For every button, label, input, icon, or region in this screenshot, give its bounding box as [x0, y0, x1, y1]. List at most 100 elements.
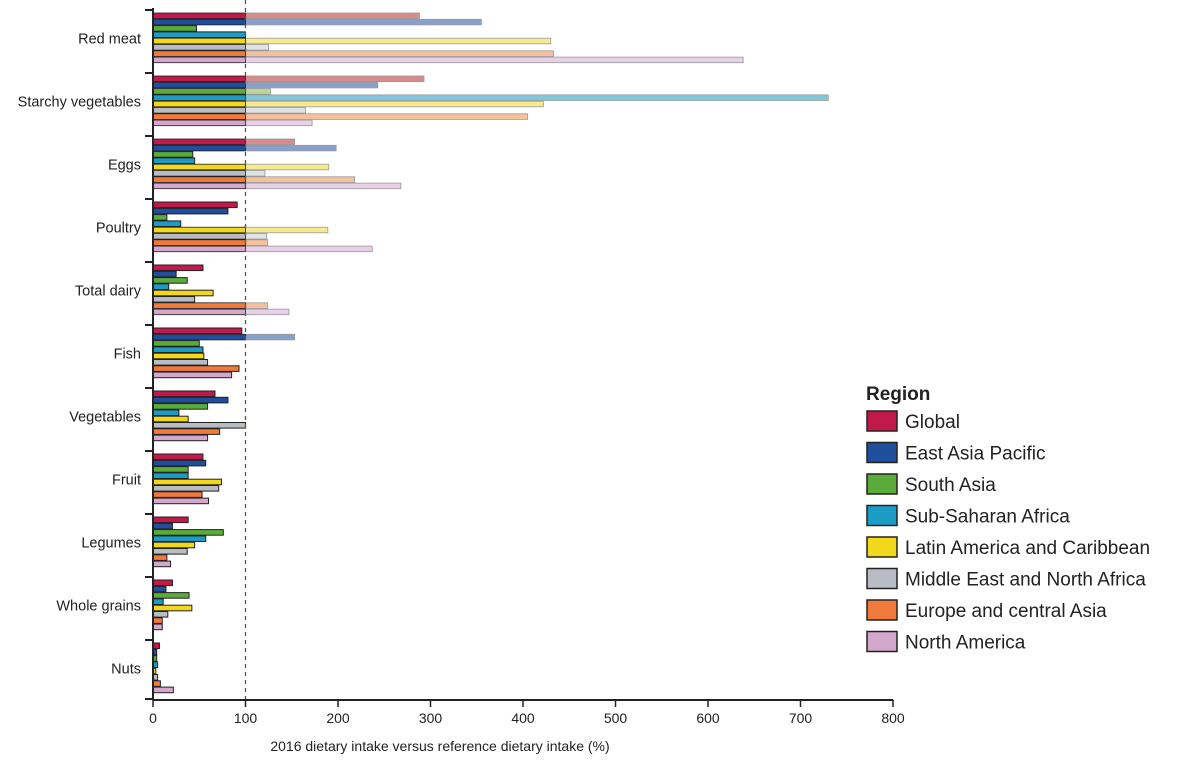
x-tick-label: 700: [789, 710, 813, 726]
bar-0-4: [152, 37, 246, 45]
bar-4-2: [152, 277, 188, 284]
bar-0-2: [152, 25, 197, 32]
bar-7-4: [152, 478, 222, 486]
bar-5-6: [152, 365, 240, 372]
legend-swatch: [866, 567, 898, 590]
bar-5-0: [152, 327, 243, 335]
legend-label: Europe and central Asia: [905, 601, 1107, 622]
bar-8-4: [152, 541, 196, 549]
bar-4-1: [152, 270, 177, 278]
bar-9-0: [152, 579, 173, 587]
bar-4-4: [152, 289, 214, 297]
bar-excess-1-0: [245, 75, 425, 82]
bar-7-2: [152, 466, 189, 473]
bar-6-4: [152, 415, 189, 423]
bar-3-1: [152, 207, 229, 215]
bar-3-6: [152, 239, 246, 246]
legend-swatch: [866, 599, 898, 621]
bar-0-5: [152, 44, 246, 51]
bar-excess-0-7: [245, 56, 744, 64]
bar-1-4: [152, 100, 246, 108]
bar-8-5: [152, 548, 188, 555]
x-tick-label: 600: [696, 710, 720, 726]
bar-7-7: [152, 497, 209, 505]
bar-9-3: [152, 598, 164, 606]
bar-6-5: [152, 422, 246, 429]
bar-8-0: [152, 516, 189, 524]
category-label: Nuts: [111, 662, 141, 678]
bar-0-7: [152, 56, 246, 64]
category-label: Whole grains: [56, 599, 141, 615]
category-label: Fish: [114, 347, 141, 363]
legend-swatch: [866, 630, 898, 653]
legend-title: Region: [866, 384, 930, 405]
bar-excess-1-5: [245, 107, 307, 114]
y-axis: Red meat Starchy vegetables Eggs Poultry Tot…: [18, 8, 154, 700]
bar-4-3: [152, 283, 170, 290]
bar-6-1: [152, 396, 229, 404]
bar-2-2: [152, 151, 194, 158]
category-label: Fruit: [112, 473, 141, 489]
bar-3-7: [152, 245, 246, 253]
x-tick-label: 500: [604, 710, 628, 726]
x-tick-label: 100: [234, 710, 258, 726]
category-label: Eggs: [108, 158, 141, 174]
bar-excess-3-6: [245, 239, 269, 246]
bar-2-0: [152, 138, 246, 145]
legend-label: North America: [905, 633, 1026, 654]
bar-excess-2-1: [245, 144, 337, 152]
bar-excess-1-3: [245, 94, 829, 101]
bar-5-4: [152, 352, 205, 360]
bar-10-6: [152, 680, 161, 687]
bar-5-1: [152, 333, 246, 341]
bar-2-5: [152, 170, 246, 177]
bar-8-1: [152, 522, 173, 530]
bar-5-2: [152, 340, 200, 347]
x-axis-title: 2016 dietary intake versus reference die…: [270, 738, 609, 754]
bar-6-2: [152, 403, 209, 410]
bar-excess-1-6: [245, 113, 529, 120]
bar-3-3: [152, 220, 182, 227]
legend-swatch: [866, 536, 898, 558]
bar-2-7: [152, 182, 246, 190]
bar-3-2: [152, 214, 168, 221]
x-tick-label: 200: [326, 710, 350, 726]
bar-8-2: [152, 529, 224, 536]
bar-4-6: [152, 302, 246, 309]
category-label: Red meat: [78, 32, 141, 48]
bar-1-1: [152, 81, 246, 89]
category-label: Starchy vegetables: [18, 95, 141, 111]
legend-label: South Asia: [905, 475, 996, 496]
bar-8-3: [152, 535, 207, 543]
bar-excess-3-5: [245, 233, 268, 240]
bar-excess-1-2: [245, 88, 271, 95]
legend-label: Global: [905, 412, 960, 433]
bar-9-4: [152, 604, 193, 612]
bar-1-5: [152, 107, 246, 114]
legend-label: East Asia Pacific: [905, 444, 1045, 465]
bar-excess-0-1: [245, 18, 482, 26]
bar-5-3: [152, 346, 204, 353]
category-label: Legumes: [81, 536, 141, 552]
x-tick-label: 400: [511, 710, 535, 726]
bar-4-0: [152, 264, 204, 272]
bar-excess-3-4: [245, 226, 329, 234]
bar-excess-4-7: [245, 308, 290, 316]
bar-3-5: [152, 233, 246, 240]
bar-0-6: [152, 50, 246, 57]
bar-1-7: [152, 119, 246, 127]
bar-excess-4-6: [245, 302, 269, 309]
legend: Region Global East Asia Pacific South Asia…: [866, 384, 1150, 654]
bar-2-4: [152, 163, 246, 171]
category-label: Vegetables: [69, 410, 141, 426]
bar-10-7: [152, 686, 174, 694]
bar-7-5: [152, 485, 220, 492]
x-axis: 0 100 200 300 400 500 600 700 800: [149, 699, 905, 726]
bar-4-7: [152, 308, 246, 316]
bar-7-0: [152, 453, 204, 461]
bar-excess-5-1: [245, 333, 295, 341]
bar-4-5: [152, 296, 196, 303]
bar-6-3: [152, 409, 180, 416]
bar-1-2: [152, 88, 246, 95]
